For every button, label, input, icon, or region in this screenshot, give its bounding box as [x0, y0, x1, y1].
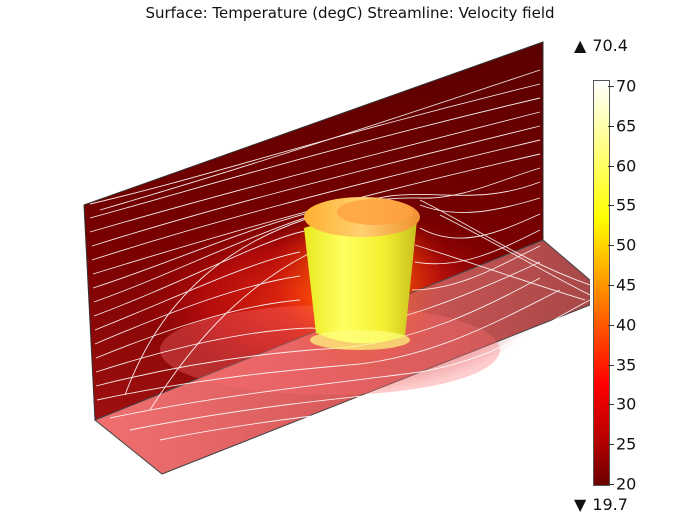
colorbar-tick-mark: [608, 364, 614, 366]
colorbar-tick-label: 55: [616, 195, 637, 215]
colorbar: [593, 80, 610, 486]
colorbar-tick-label: 45: [616, 275, 637, 295]
colorbar-tick-mark: [608, 205, 614, 207]
cup-base-glow: [310, 330, 410, 350]
colorbar-tick-label: 35: [616, 355, 637, 375]
colorbar-tick-label: 30: [616, 394, 637, 414]
colorbar-tick-mark: [608, 285, 614, 286]
colorbar-tick-label: 20: [616, 474, 637, 494]
colorbar-tick-mark: [608, 125, 614, 127]
colorbar-tick-mark: [608, 165, 614, 167]
3d-plot-canvas[interactable]: [0, 0, 590, 522]
colorbar-tick-mark: [608, 86, 614, 87]
cup-lid-inner: [337, 199, 413, 225]
colorbar-min-label: 19.7: [592, 495, 628, 514]
colorbar-tick-label: 50: [616, 235, 637, 255]
colorbar-tick-label: 40: [616, 315, 637, 335]
colorbar-tick-label: 25: [616, 434, 637, 454]
colorbar-tick-label: 65: [616, 116, 637, 136]
colorbar-tick-label: 60: [616, 156, 637, 176]
colorbar-tick-mark: [608, 404, 614, 406]
colorbar-tick-mark: [608, 444, 614, 446]
colorbar-tick-label: 70: [616, 76, 637, 96]
colorbar-tick-mark: [608, 245, 614, 247]
colorbar-tick-mark: [608, 484, 614, 485]
up-triangle-icon: ▲: [574, 35, 587, 55]
cup-body: [304, 216, 417, 344]
streamlines: [89, 69, 590, 441]
down-triangle-icon: ▼: [574, 494, 587, 514]
colorbar-min: ▼ 19.7: [574, 495, 628, 514]
colorbar-max-label: 70.4: [592, 36, 628, 55]
colorbar-max: ▲ 70.4: [574, 36, 628, 55]
plot-title: Surface: Temperature (degC) Streamline: …: [145, 4, 555, 22]
colorbar-tick-mark: [608, 324, 614, 326]
